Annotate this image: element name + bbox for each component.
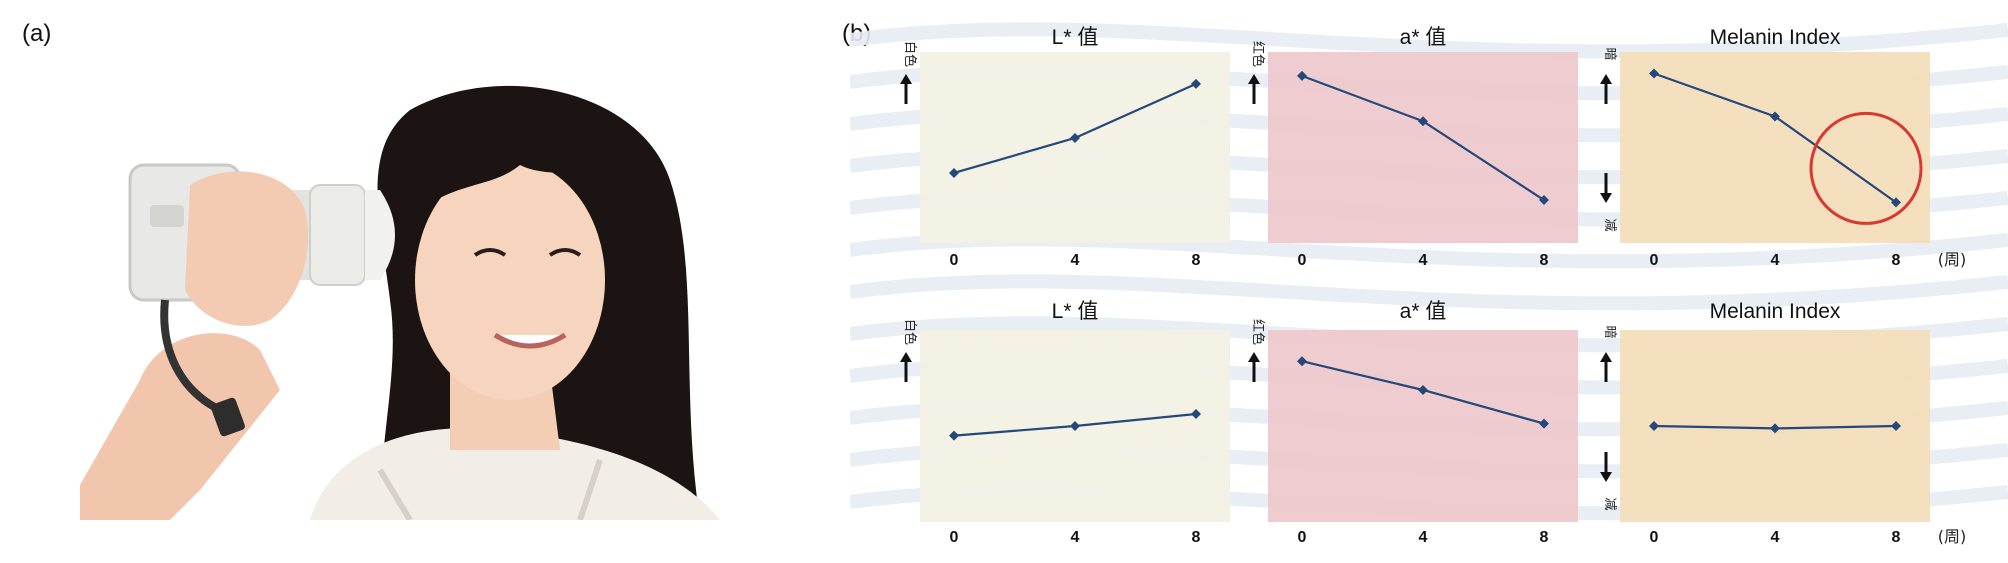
chart-title: Melanin Index [1710,26,1841,49]
wave-stripe [850,22,2008,59]
y-annotation-top: 白色 [902,41,918,67]
data-point [1649,421,1659,431]
chart-2: a* 值 0 4 8 红色 [1248,26,1578,269]
up-arrowhead-icon [1600,352,1612,362]
y-annotation-top: 暗 [1602,325,1617,338]
data-point [1297,356,1307,367]
data-point [1770,111,1780,122]
chart-6: Melanin Index 0 4 8 (周) 暗减 [1600,300,1966,546]
data-point [1649,68,1659,79]
up-arrowhead-icon [1600,74,1612,84]
data-point [1539,195,1549,206]
chart-title: Melanin Index [1710,300,1841,323]
data-point [1297,70,1307,81]
data-point [1539,418,1549,429]
plot-area [1268,52,1578,243]
x-tick-label: 8 [1192,529,1201,546]
data-point [1891,421,1901,431]
data-point [1770,423,1780,434]
y-annotation-top: 红色 [1250,319,1266,345]
chart-4: L* 值 0 4 8 白色 [900,300,1230,546]
y-annotation-top: 红色 [1250,41,1266,67]
data-point [1191,78,1201,89]
x-tick-label: 4 [1771,529,1780,546]
chart-1: L* 值 0 4 8 白色 [900,26,1230,269]
x-tick-label: 4 [1071,252,1080,269]
x-tick-label: 0 [1298,252,1307,269]
y-annotation-top: 白色 [902,319,918,345]
x-tick-label: 0 [1298,529,1307,546]
panel-label-a: (a) [22,20,52,47]
x-tick-label: 4 [1071,529,1080,546]
wave-stripe [850,274,2008,311]
x-tick-label: 8 [1892,529,1901,546]
up-arrowhead-icon [1248,352,1260,362]
chart-title: L* 值 [1052,300,1099,323]
x-tick-label: 0 [1650,529,1659,546]
data-point [1191,409,1201,419]
data-point [1070,132,1080,143]
x-tick-label: 4 [1771,252,1780,269]
up-arrowhead-icon [1248,74,1260,84]
x-tick-label: 4 [1419,529,1428,546]
chart-5: a* 值 0 4 8 红色 [1248,300,1578,546]
data-point [1070,421,1080,431]
x-tick-label: 8 [1540,529,1549,546]
x-tick-label: 8 [1192,252,1201,269]
x-tick-label: 8 [1540,252,1549,269]
chart-title: a* 值 [1400,26,1447,49]
x-tick-label: 0 [950,252,959,269]
y-annotation-bottom: 减 [1602,218,1617,231]
up-arrowhead-icon [900,352,912,362]
x-tick-label: 0 [1650,252,1659,269]
highlight-circle [1809,111,1923,225]
x-unit-label: (周) [1938,250,1967,269]
chart-3: Melanin Index 0 4 8 (周) 暗减 [1600,26,1966,269]
x-tick-label: 0 [950,529,959,546]
chart-title: a* 值 [1400,300,1447,323]
x-tick-label: 8 [1892,252,1901,269]
data-point [1891,197,1901,208]
data-point [1418,116,1428,127]
x-unit-label: (周) [1938,527,1967,546]
x-tick-label: 4 [1419,252,1428,269]
data-point [949,167,959,178]
data-point [949,430,959,441]
plot-area [1268,330,1578,522]
down-arrowhead-icon [1600,193,1612,203]
plot-area [920,52,1230,243]
photo-woman-with-skin-meter [80,85,720,520]
down-arrowhead-icon [1600,472,1612,482]
plot-area [1620,52,1930,243]
chart-title: L* 值 [1052,26,1099,49]
up-arrowhead-icon [900,74,912,84]
y-annotation-top: 暗 [1602,47,1617,60]
y-annotation-bottom: 减 [1602,497,1617,510]
data-point [1418,385,1428,395]
